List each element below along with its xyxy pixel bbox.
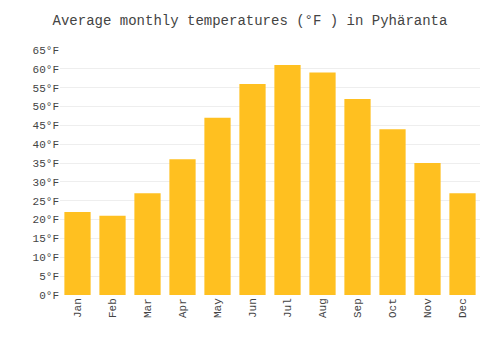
svg-text:5°F: 5°F: [39, 271, 59, 283]
svg-text:Nov: Nov: [422, 298, 434, 318]
svg-text:Oct: Oct: [387, 298, 399, 318]
svg-text:Sep: Sep: [352, 298, 364, 318]
svg-text:10°F: 10°F: [33, 252, 59, 264]
svg-text:Jun: Jun: [247, 298, 259, 318]
svg-text:Dec: Dec: [457, 298, 469, 318]
svg-text:65°F: 65°F: [33, 45, 59, 57]
svg-text:15°F: 15°F: [33, 233, 59, 245]
svg-text:Feb: Feb: [107, 298, 119, 318]
svg-text:Jan: Jan: [72, 298, 84, 318]
svg-text:35°F: 35°F: [33, 158, 59, 170]
svg-text:May: May: [212, 298, 224, 318]
svg-text:50°F: 50°F: [33, 101, 59, 113]
svg-text:25°F: 25°F: [33, 196, 59, 208]
svg-text:20°F: 20°F: [33, 214, 59, 226]
svg-text:Aug: Aug: [317, 298, 329, 318]
svg-text:Average monthly temperatures (: Average monthly temperatures (°F ) in Py…: [53, 13, 448, 29]
svg-text:55°F: 55°F: [33, 83, 59, 95]
svg-text:45°F: 45°F: [33, 120, 59, 132]
svg-text:60°F: 60°F: [33, 64, 59, 76]
svg-text:40°F: 40°F: [33, 139, 59, 151]
svg-text:Jul: Jul: [282, 298, 294, 318]
svg-text:30°F: 30°F: [33, 177, 59, 189]
svg-text:0°F: 0°F: [39, 290, 59, 302]
svg-text:Apr: Apr: [177, 298, 189, 318]
svg-text:Mar: Mar: [142, 298, 154, 318]
